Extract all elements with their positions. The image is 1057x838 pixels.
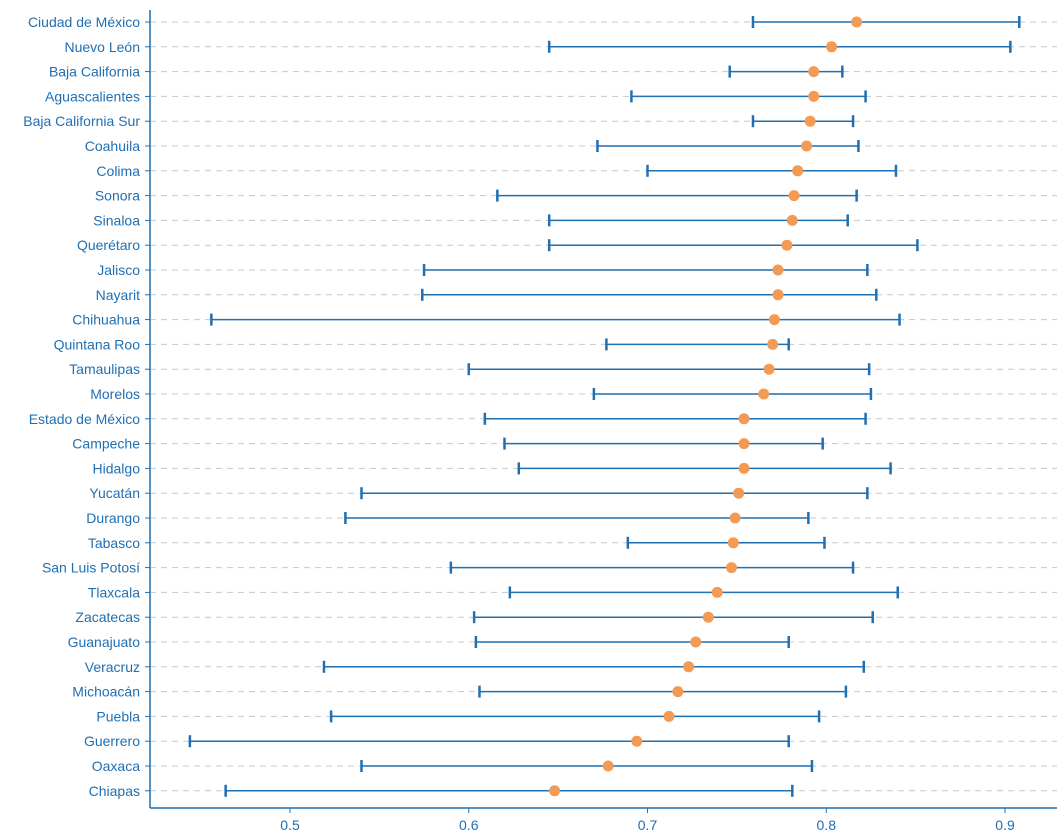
data-point <box>808 66 820 78</box>
data-point <box>683 661 695 673</box>
category-label: Morelos <box>90 386 140 402</box>
data-point <box>738 413 750 425</box>
data-point <box>788 190 800 202</box>
category-label: Chiapas <box>89 783 140 799</box>
category-label: Nuevo León <box>64 39 140 55</box>
data-point <box>772 289 784 301</box>
category-label: Guerrero <box>84 733 140 749</box>
data-point <box>733 487 745 499</box>
data-point <box>758 388 770 400</box>
data-point <box>808 90 820 102</box>
data-point <box>738 462 750 474</box>
data-point <box>738 438 750 450</box>
data-point <box>727 537 739 549</box>
data-point <box>767 338 779 350</box>
category-label: Chihuahua <box>72 312 140 328</box>
data-point <box>772 264 784 276</box>
category-label: Puebla <box>96 708 140 724</box>
data-point <box>801 140 813 152</box>
category-label: Estado de México <box>29 411 140 427</box>
data-point <box>711 586 723 598</box>
category-label: Nayarit <box>96 287 140 303</box>
x-tick-labels: 0.5 0.6 0.7 0.8 0.9 <box>280 817 1015 833</box>
data-point <box>781 239 793 251</box>
x-tick-label: 0.6 <box>459 817 479 833</box>
category-label: Hidalgo <box>93 460 141 476</box>
data-point <box>602 760 614 772</box>
category-label: Sonora <box>95 188 140 204</box>
axes <box>145 10 1057 813</box>
category-label: Tlaxcala <box>88 584 140 600</box>
data-point <box>690 636 702 648</box>
x-tick-label: 0.5 <box>280 817 300 833</box>
category-label: Sinaloa <box>93 212 140 228</box>
category-label: Oaxaca <box>92 758 140 774</box>
data-point <box>729 512 741 524</box>
data-point <box>851 16 863 28</box>
category-label: Quintana Roo <box>54 336 141 352</box>
gridlines <box>150 21 1057 792</box>
category-labels: Ciudad de México Nuevo León Baja Californi… <box>23 14 140 799</box>
category-label: Jalisco <box>97 262 140 278</box>
category-label: Campeche <box>72 436 140 452</box>
data-point <box>826 41 838 53</box>
category-label: Coahuila <box>85 138 140 154</box>
data-point <box>768 314 780 326</box>
data-point <box>804 115 816 127</box>
category-label: Querétaro <box>77 237 140 253</box>
data-point <box>672 686 684 698</box>
category-label: Tamaulipas <box>69 361 140 377</box>
category-label: Zacatecas <box>75 609 140 625</box>
points <box>549 16 863 797</box>
category-label: Veracruz <box>85 659 140 675</box>
category-label: Baja California Sur <box>23 113 140 129</box>
category-label: Michoacán <box>72 684 140 700</box>
data-point <box>702 611 714 623</box>
x-tick-label: 0.9 <box>995 817 1015 833</box>
category-label: Guanajuato <box>68 634 141 650</box>
category-label: Tabasco <box>88 535 140 551</box>
category-label: Colima <box>96 163 140 179</box>
x-tick-label: 0.7 <box>638 817 658 833</box>
data-point <box>792 165 804 177</box>
data-point <box>726 562 738 574</box>
x-tick-label: 0.8 <box>817 817 837 833</box>
category-label: Ciudad de México <box>28 14 140 30</box>
category-label: San Luis Potosí <box>42 560 140 576</box>
intervals <box>188 16 1021 797</box>
data-point <box>549 785 561 797</box>
data-point <box>631 735 643 747</box>
category-label: Durango <box>86 510 140 526</box>
category-label: Aguascalientes <box>45 88 140 104</box>
data-point <box>763 363 775 375</box>
data-point <box>786 214 798 226</box>
data-point <box>663 710 675 722</box>
category-label: Yucatán <box>89 485 140 501</box>
category-label: Baja California <box>49 64 140 80</box>
